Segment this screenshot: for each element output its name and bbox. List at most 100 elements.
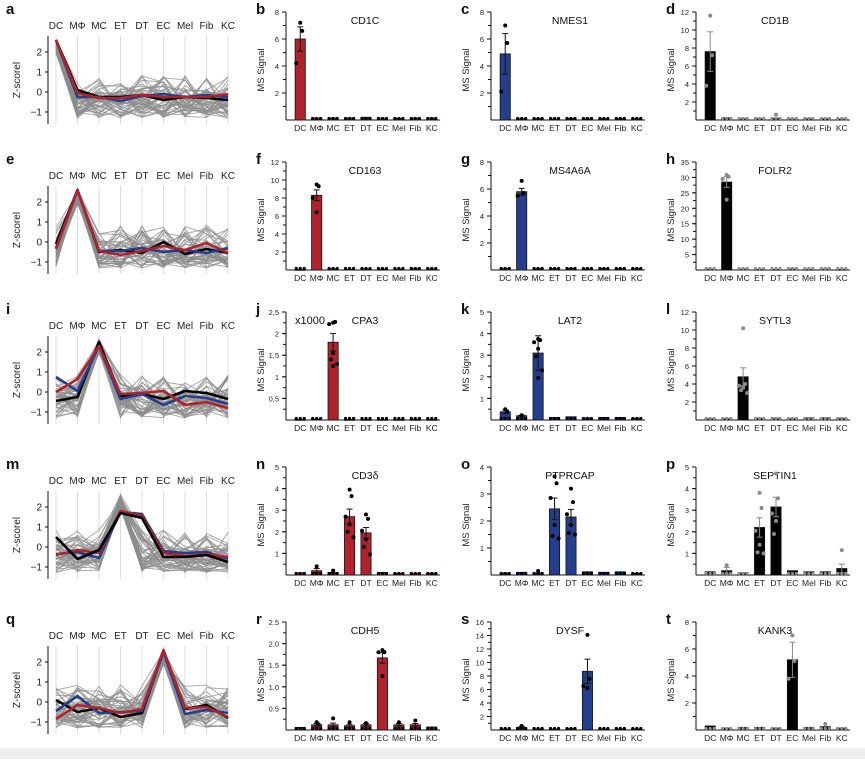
category-label: MΦ bbox=[515, 733, 529, 743]
category-label: MΦ bbox=[69, 171, 85, 182]
data-point bbox=[409, 416, 413, 421]
category-label: MΦ bbox=[69, 476, 85, 487]
data-point bbox=[708, 416, 712, 421]
data-point bbox=[540, 116, 544, 121]
category-label: DC bbox=[294, 423, 306, 433]
data-point bbox=[327, 116, 331, 121]
data-point bbox=[294, 61, 299, 66]
data-point bbox=[631, 266, 635, 271]
category-label: DC bbox=[49, 171, 63, 182]
data-point bbox=[589, 266, 594, 271]
category-label: DT bbox=[565, 578, 576, 588]
data-point bbox=[745, 266, 749, 271]
chart-p: p SEPTIN1 1 2 3 4 5 MS Signal DC MΦ MC ET DT EC Mel Fib… bbox=[666, 456, 850, 588]
data-point bbox=[554, 481, 559, 486]
data-point bbox=[536, 568, 541, 573]
data-point bbox=[776, 496, 780, 501]
category-label: EC bbox=[377, 273, 389, 283]
y-tick-label: 1 bbox=[36, 678, 42, 689]
data-point bbox=[384, 116, 389, 121]
category-label: MΦ bbox=[515, 578, 529, 588]
y-tick-label: 1 bbox=[36, 368, 42, 379]
panel-i: i DC MΦ MC ET DT EC Mel Fib KC 2 1 0 −1 Z-scorel bbox=[0, 300, 250, 450]
data-point bbox=[790, 633, 795, 638]
panel-p: p SEPTIN1 1 2 3 4 5 MS Signal DC MΦ MC ET DT EC Mel Fib… bbox=[660, 455, 865, 605]
data-point bbox=[382, 650, 387, 655]
data-point bbox=[534, 354, 539, 359]
y-axis-label: MS Signal bbox=[256, 503, 267, 546]
category-label: DC bbox=[49, 476, 63, 487]
y-tick-label: 10 bbox=[681, 326, 689, 335]
category-label: ET bbox=[344, 578, 355, 588]
y-tick-label: 6 bbox=[685, 645, 689, 654]
data-point bbox=[360, 266, 364, 271]
chart-title: KANK3 bbox=[758, 625, 793, 637]
y-tick-label: 12 bbox=[681, 308, 689, 317]
category-label: DT bbox=[135, 476, 148, 487]
data-point bbox=[635, 116, 639, 121]
panel-label: o bbox=[461, 456, 470, 473]
category-label: ET bbox=[114, 476, 127, 487]
category-label: MC bbox=[326, 273, 339, 283]
data-point bbox=[745, 726, 749, 731]
y-tick-label: 5 bbox=[275, 463, 279, 472]
data-point bbox=[778, 266, 782, 271]
data-point bbox=[417, 726, 421, 731]
chart-s: s DYSF 2 4 6 8 10 12 14 16 MS Signal DC MΦ MC ET DT EC Me… bbox=[461, 611, 645, 743]
category-label: DC bbox=[704, 123, 716, 133]
data-point bbox=[364, 512, 368, 517]
y-tick-label: 2 bbox=[36, 658, 42, 669]
data-point bbox=[844, 726, 848, 731]
y-axis-label: MS Signal bbox=[666, 48, 677, 91]
y-tick-label: 10 bbox=[681, 235, 689, 244]
data-point bbox=[503, 266, 507, 271]
data-point bbox=[349, 494, 354, 499]
data-point bbox=[311, 416, 315, 421]
category-label: MΦ bbox=[720, 423, 734, 433]
panel-g: g MS4A6A 2 4 6 8 MS Signal DC MΦ MC ET DT EC Mel Fib KC bbox=[455, 150, 660, 300]
data-point bbox=[520, 571, 524, 576]
data-point bbox=[516, 116, 520, 121]
category-label: Mel bbox=[392, 123, 406, 133]
category-label: MC bbox=[736, 423, 749, 433]
data-point bbox=[331, 716, 336, 721]
data-point bbox=[426, 726, 430, 731]
y-axis-label: MS Signal bbox=[461, 658, 472, 701]
data-point bbox=[836, 571, 840, 576]
data-point bbox=[794, 116, 799, 121]
y-tick-label: 2.5 bbox=[269, 618, 279, 627]
data-point bbox=[770, 511, 774, 516]
panel-h: h FOLR2 5 10 15 20 25 30 35 MS Signal DC MΦ MC ET DT EC… bbox=[660, 150, 865, 300]
data-point bbox=[548, 116, 553, 121]
data-point bbox=[774, 116, 778, 121]
data-point bbox=[757, 116, 762, 121]
category-label: MΦ bbox=[515, 273, 529, 283]
data-point bbox=[631, 416, 635, 421]
data-point bbox=[315, 571, 319, 576]
category-label: KC bbox=[426, 123, 438, 133]
y-tick-label: 4 bbox=[275, 230, 279, 239]
data-point bbox=[778, 726, 782, 731]
chart-title: MS4A6A bbox=[549, 165, 590, 177]
y-tick-label: 3 bbox=[685, 506, 689, 515]
data-point bbox=[347, 522, 352, 527]
data-point bbox=[618, 726, 622, 731]
data-point bbox=[364, 116, 368, 121]
y-tick-label: 2.0 bbox=[269, 640, 279, 649]
category-label: EC bbox=[377, 578, 389, 588]
category-label: MΦ bbox=[69, 321, 85, 332]
y-tick-label: 0,5 bbox=[269, 394, 279, 403]
chart-e: e DC MΦ MC ET DT EC Mel Fib KC 2 1 0 −1 Z-scorel bbox=[6, 151, 235, 274]
data-point bbox=[516, 726, 520, 731]
data-point bbox=[524, 726, 528, 731]
category-label: MC bbox=[326, 423, 339, 433]
data-point bbox=[631, 571, 635, 576]
data-point bbox=[807, 116, 811, 121]
data-point bbox=[397, 266, 401, 271]
data-point bbox=[298, 266, 302, 271]
data-point bbox=[602, 416, 606, 421]
data-point bbox=[343, 514, 348, 519]
data-point bbox=[774, 519, 778, 523]
data-point bbox=[507, 416, 511, 421]
bar-g-1 bbox=[516, 191, 528, 271]
